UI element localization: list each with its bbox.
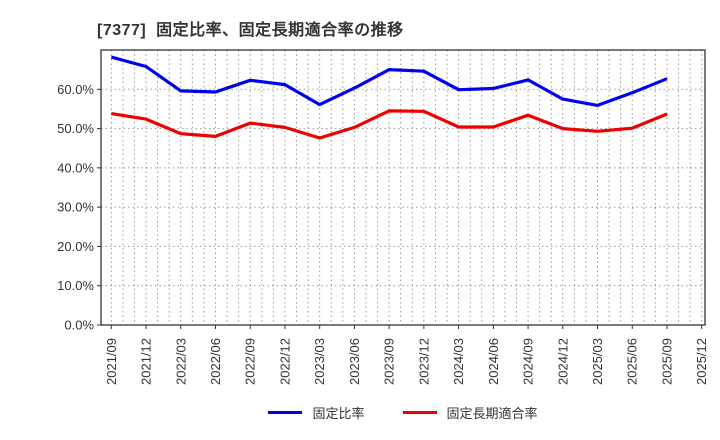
- legend-label-fixed-longterm-ratio: 固定長期適合率: [446, 406, 538, 421]
- x-axis-tick-label: 2023/03: [312, 338, 327, 385]
- x-axis-tick-label: 2024/06: [486, 338, 501, 385]
- x-axis-tick-label: 2021/09: [104, 338, 119, 385]
- legend-line-sample-red: [402, 411, 437, 414]
- x-axis-tick-label: 2022/03: [173, 338, 188, 385]
- y-axis-tick-label: 30.0%: [57, 200, 94, 215]
- x-axis-tick-label: 2025/03: [590, 338, 605, 385]
- x-axis-tick-label: 2022/12: [277, 338, 292, 385]
- x-axis-tick-label: 2023/06: [347, 338, 362, 385]
- chart-title: [7377] 固定比率、固定長期適合率の推移: [97, 22, 404, 39]
- x-axis-tick-label: 2025/12: [694, 338, 709, 385]
- x-axis-tick-label: 2024/12: [555, 338, 570, 385]
- x-axis-tick-label: 2022/06: [208, 338, 223, 385]
- legend-label-fixed-ratio: 固定比率: [312, 406, 365, 421]
- x-axis-tick-label: 2024/03: [451, 338, 466, 385]
- series-line-1: [111, 109, 668, 140]
- x-axis-tick-label: 2025/09: [659, 338, 674, 385]
- x-axis-tick-label: 2022/09: [243, 338, 258, 385]
- x-axis-tick-label: 2025/06: [625, 338, 640, 385]
- plot-frame: [100, 49, 706, 326]
- y-axis-tick-label: 60.0%: [57, 82, 94, 97]
- x-axis-tick-label: 2023/12: [416, 338, 431, 385]
- legend-item-fixed-longterm-ratio: 固定長期適合率: [402, 403, 538, 422]
- y-axis-tick-label: 40.0%: [57, 160, 94, 175]
- legend: 固定比率 固定長期適合率: [101, 403, 705, 422]
- x-axis-tick-label: 2023/09: [382, 338, 397, 385]
- legend-item-fixed-ratio: 固定比率: [268, 403, 365, 422]
- series-line-0: [110, 55, 668, 108]
- y-axis-tick-label: 50.0%: [57, 121, 94, 136]
- y-axis-tick-label: 0.0%: [64, 318, 94, 333]
- x-axis-tick-label: 2024/09: [521, 338, 536, 385]
- legend-line-sample-blue: [268, 411, 303, 414]
- y-axis-tick-label: 20.0%: [57, 239, 94, 254]
- y-axis-tick-label: 10.0%: [57, 278, 94, 293]
- x-axis-tick-label: 2021/12: [139, 338, 154, 385]
